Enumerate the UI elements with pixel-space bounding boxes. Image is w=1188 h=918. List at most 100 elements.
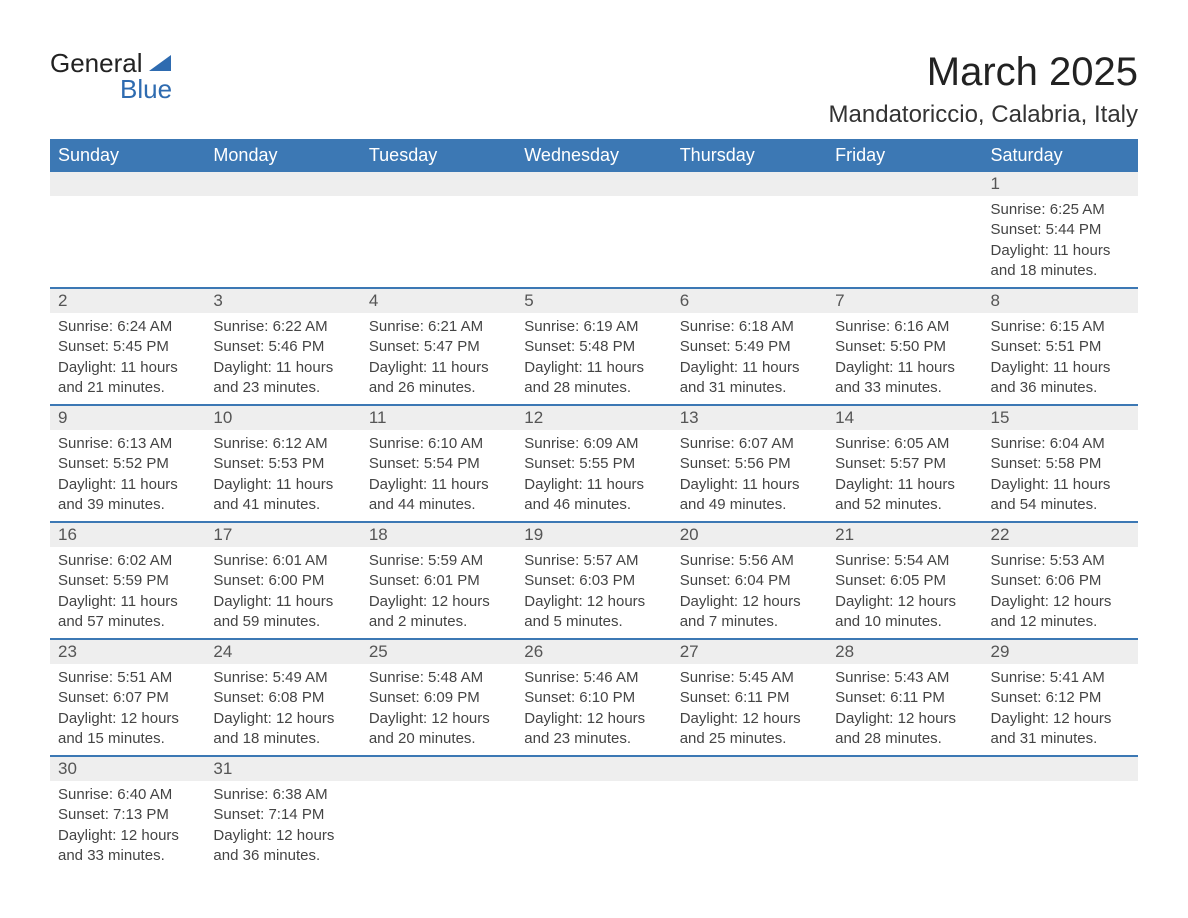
day-number-cell: 5	[516, 288, 671, 313]
daylight-text-2: and 41 minutes.	[213, 495, 352, 515]
daylight-text-1: Daylight: 11 hours	[835, 358, 974, 378]
day-detail-cell	[50, 196, 205, 288]
sunrise-text: Sunrise: 6:07 AM	[680, 434, 819, 454]
sunrise-text: Sunrise: 6:40 AM	[58, 785, 197, 805]
day-detail-cell	[672, 781, 827, 872]
daylight-text-2: and 23 minutes.	[524, 729, 663, 749]
day-number-cell: 8	[983, 288, 1138, 313]
daylight-text-2: and 12 minutes.	[991, 612, 1130, 632]
day-number-row: 1	[50, 172, 1138, 196]
day-number-cell	[672, 756, 827, 781]
day-detail-cell: Sunrise: 6:09 AMSunset: 5:55 PMDaylight:…	[516, 430, 671, 522]
sunrise-text: Sunrise: 6:18 AM	[680, 317, 819, 337]
daylight-text-1: Daylight: 11 hours	[524, 358, 663, 378]
day-number-cell: 4	[361, 288, 516, 313]
day-detail-cell	[205, 196, 360, 288]
daylight-text-1: Daylight: 12 hours	[524, 592, 663, 612]
daylight-text-2: and 18 minutes.	[991, 261, 1130, 281]
sunset-text: Sunset: 5:53 PM	[213, 454, 352, 474]
day-detail-cell: Sunrise: 5:59 AMSunset: 6:01 PMDaylight:…	[361, 547, 516, 639]
day-detail-cell	[827, 781, 982, 872]
weekday-header: Thursday	[672, 139, 827, 172]
day-detail-cell: Sunrise: 5:41 AMSunset: 6:12 PMDaylight:…	[983, 664, 1138, 756]
day-number-cell: 21	[827, 522, 982, 547]
day-detail-cell: Sunrise: 6:18 AMSunset: 5:49 PMDaylight:…	[672, 313, 827, 405]
day-detail-cell: Sunrise: 6:16 AMSunset: 5:50 PMDaylight:…	[827, 313, 982, 405]
sunset-text: Sunset: 5:57 PM	[835, 454, 974, 474]
daylight-text-2: and 31 minutes.	[680, 378, 819, 398]
day-detail-cell: Sunrise: 6:13 AMSunset: 5:52 PMDaylight:…	[50, 430, 205, 522]
day-number-cell: 1	[983, 172, 1138, 196]
day-detail-cell: Sunrise: 5:45 AMSunset: 6:11 PMDaylight:…	[672, 664, 827, 756]
day-number-cell: 17	[205, 522, 360, 547]
day-detail-row: Sunrise: 6:02 AMSunset: 5:59 PMDaylight:…	[50, 547, 1138, 639]
day-number-cell	[827, 756, 982, 781]
day-number-cell: 28	[827, 639, 982, 664]
day-number-cell: 26	[516, 639, 671, 664]
weekday-header: Wednesday	[516, 139, 671, 172]
daylight-text-2: and 28 minutes.	[835, 729, 974, 749]
sunset-text: Sunset: 5:49 PM	[680, 337, 819, 357]
day-detail-cell: Sunrise: 5:48 AMSunset: 6:09 PMDaylight:…	[361, 664, 516, 756]
daylight-text-2: and 39 minutes.	[58, 495, 197, 515]
day-number-cell	[361, 756, 516, 781]
day-number-cell: 23	[50, 639, 205, 664]
day-number-cell	[516, 756, 671, 781]
day-number-cell: 25	[361, 639, 516, 664]
day-number-cell: 2	[50, 288, 205, 313]
daylight-text-2: and 31 minutes.	[991, 729, 1130, 749]
sunset-text: Sunset: 6:00 PM	[213, 571, 352, 591]
daylight-text-1: Daylight: 11 hours	[991, 358, 1130, 378]
daylight-text-1: Daylight: 11 hours	[213, 475, 352, 495]
daylight-text-2: and 7 minutes.	[680, 612, 819, 632]
sunset-text: Sunset: 5:54 PM	[369, 454, 508, 474]
sunrise-text: Sunrise: 6:15 AM	[991, 317, 1130, 337]
daylight-text-2: and 20 minutes.	[369, 729, 508, 749]
day-number-cell: 22	[983, 522, 1138, 547]
day-number-cell: 6	[672, 288, 827, 313]
day-detail-cell: Sunrise: 5:54 AMSunset: 6:05 PMDaylight:…	[827, 547, 982, 639]
brand-name-b: Blue	[120, 76, 172, 102]
sunset-text: Sunset: 6:06 PM	[991, 571, 1130, 591]
day-detail-row: Sunrise: 6:13 AMSunset: 5:52 PMDaylight:…	[50, 430, 1138, 522]
day-number-cell: 13	[672, 405, 827, 430]
sunrise-text: Sunrise: 5:41 AM	[991, 668, 1130, 688]
sunrise-text: Sunrise: 6:05 AM	[835, 434, 974, 454]
sunrise-text: Sunrise: 5:57 AM	[524, 551, 663, 571]
sunset-text: Sunset: 6:11 PM	[680, 688, 819, 708]
sunrise-text: Sunrise: 5:53 AM	[991, 551, 1130, 571]
daylight-text-2: and 15 minutes.	[58, 729, 197, 749]
header: General Blue March 2025 Mandatoriccio, C…	[50, 50, 1138, 129]
daylight-text-1: Daylight: 12 hours	[58, 709, 197, 729]
day-detail-cell	[672, 196, 827, 288]
day-number-cell: 9	[50, 405, 205, 430]
daylight-text-1: Daylight: 12 hours	[213, 826, 352, 846]
sunset-text: Sunset: 6:10 PM	[524, 688, 663, 708]
weekday-header: Tuesday	[361, 139, 516, 172]
daylight-text-1: Daylight: 11 hours	[680, 358, 819, 378]
weekday-header: Friday	[827, 139, 982, 172]
daylight-text-1: Daylight: 11 hours	[58, 358, 197, 378]
daylight-text-1: Daylight: 11 hours	[835, 475, 974, 495]
daylight-text-2: and 52 minutes.	[835, 495, 974, 515]
day-number-cell: 30	[50, 756, 205, 781]
day-detail-cell	[516, 781, 671, 872]
day-number-cell: 11	[361, 405, 516, 430]
daylight-text-2: and 54 minutes.	[991, 495, 1130, 515]
daylight-text-1: Daylight: 12 hours	[680, 709, 819, 729]
daylight-text-2: and 23 minutes.	[213, 378, 352, 398]
day-detail-cell: Sunrise: 6:38 AMSunset: 7:14 PMDaylight:…	[205, 781, 360, 872]
daylight-text-2: and 46 minutes.	[524, 495, 663, 515]
sunset-text: Sunset: 6:11 PM	[835, 688, 974, 708]
daylight-text-1: Daylight: 12 hours	[835, 709, 974, 729]
sunrise-text: Sunrise: 5:59 AM	[369, 551, 508, 571]
sunset-text: Sunset: 5:46 PM	[213, 337, 352, 357]
sunset-text: Sunset: 5:58 PM	[991, 454, 1130, 474]
day-number-cell	[205, 172, 360, 196]
sunrise-text: Sunrise: 6:21 AM	[369, 317, 508, 337]
sunrise-text: Sunrise: 6:16 AM	[835, 317, 974, 337]
brand-name-a: General	[50, 50, 143, 76]
title-block: March 2025 Mandatoriccio, Calabria, Ital…	[829, 50, 1138, 129]
sunrise-text: Sunrise: 5:49 AM	[213, 668, 352, 688]
calendar-table: Sunday Monday Tuesday Wednesday Thursday…	[50, 139, 1138, 872]
